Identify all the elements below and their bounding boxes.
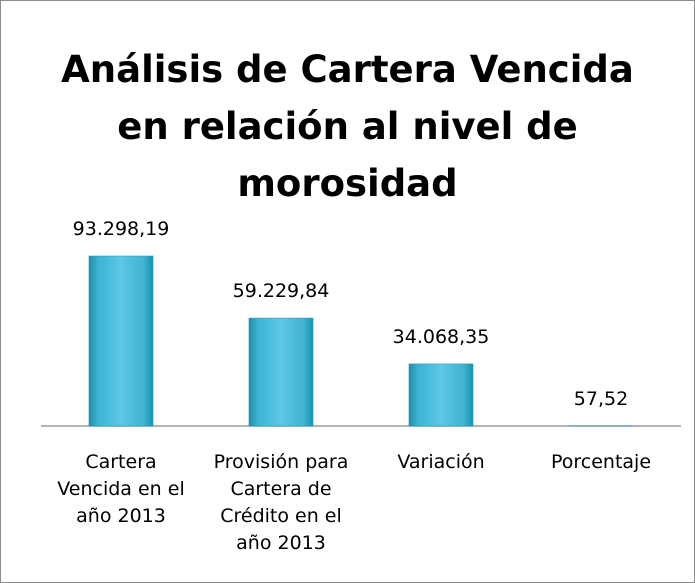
value-label: 59.229,84 (232, 280, 330, 303)
value-label: 34.068,35 (392, 325, 490, 348)
x-tick-label: Cartera Vencida en el año 2013 (57, 451, 185, 527)
x-tick-label: Porcentaje (550, 451, 652, 473)
x-tick-label: Variación (397, 451, 485, 473)
bar (88, 255, 154, 427)
value-label: 57,52 (573, 387, 629, 410)
bar (248, 317, 314, 427)
x-tick-label: Provisión para Cartera de Crédito en el … (213, 451, 349, 554)
bar (408, 363, 474, 427)
chart-title: Análisis de Cartera Vencida en relación … (61, 48, 634, 205)
value-label: 93.298,19 (72, 218, 170, 240)
